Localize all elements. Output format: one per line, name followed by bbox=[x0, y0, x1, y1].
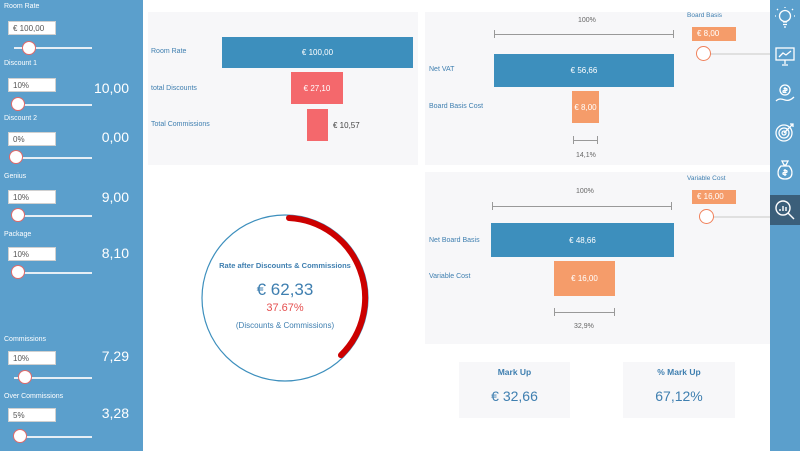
discount-1-value: 10,00 bbox=[93, 80, 129, 96]
total-commissions-value: € 10,57 bbox=[333, 121, 360, 130]
over-commissions-slider-track[interactable] bbox=[14, 436, 92, 438]
discount-1-input[interactable]: 10% bbox=[8, 78, 56, 92]
param-label: Package bbox=[4, 231, 32, 238]
genius-input[interactable]: 10% bbox=[8, 190, 56, 204]
markup-title: Mark Up bbox=[497, 367, 532, 377]
vat-bottom-bracket bbox=[573, 136, 598, 144]
param-genius: Genius 10% 9,00 bbox=[0, 173, 143, 229]
total-discounts-label: total Discounts bbox=[151, 85, 197, 92]
board-basis-control-label: Board Basis bbox=[687, 12, 723, 19]
target-icon[interactable] bbox=[773, 120, 797, 144]
magnify-chart-icon[interactable] bbox=[770, 195, 800, 225]
board-top-percent: 100% bbox=[576, 188, 594, 195]
variable-cost-slider-track[interactable] bbox=[713, 216, 770, 218]
variable-cost-bar: € 16,00 bbox=[554, 261, 615, 296]
room-rate-input[interactable]: € 100,00 bbox=[8, 21, 56, 35]
room-rate-slider-track[interactable] bbox=[14, 47, 92, 49]
param-over-commissions: Over Commissions 5% 3,28 bbox=[0, 393, 143, 449]
param-label: Room Rate bbox=[4, 3, 40, 10]
param-package: Package 10% 8,10 bbox=[0, 231, 143, 287]
board-top-bracket bbox=[492, 202, 672, 210]
discount-1-slider-thumb[interactable] bbox=[11, 97, 25, 111]
board-basis-cost-label: Board Basis Cost bbox=[429, 103, 484, 110]
param-discount-1: Discount 1 10% 10,00 bbox=[0, 60, 143, 116]
gauge-subtitle: (Discounts & Commissions) bbox=[235, 321, 335, 330]
room-rate-label: Room Rate bbox=[151, 48, 187, 55]
vat-bottom-percent: 14,1% bbox=[576, 152, 596, 159]
commissions-slider-thumb[interactable] bbox=[18, 370, 32, 384]
net-board-basis-bar: € 48,66 bbox=[491, 223, 674, 257]
param-label: Over Commissions bbox=[4, 393, 64, 400]
over-commissions-input[interactable]: 5% bbox=[8, 408, 56, 422]
variable-cost-slider-thumb[interactable] bbox=[699, 209, 714, 224]
total-commissions-bar bbox=[307, 109, 328, 141]
discount-2-input[interactable]: 0% bbox=[8, 132, 56, 146]
total-commissions-label: Total Commissions bbox=[151, 121, 210, 128]
markup-card: Mark Up € 32,66 bbox=[459, 362, 570, 418]
net-vat-bar: € 56,66 bbox=[494, 54, 674, 87]
variable-cost-label: Variable Cost bbox=[429, 273, 471, 280]
param-label: Commissions bbox=[4, 336, 47, 343]
net-vat-label: Net VAT bbox=[429, 66, 455, 73]
genius-slider-track[interactable] bbox=[14, 215, 92, 217]
gauge-value: € 62,33 bbox=[256, 280, 314, 299]
room-rate-slider-thumb[interactable] bbox=[22, 41, 36, 55]
package-value: 8,10 bbox=[101, 245, 129, 261]
param-label: Discount 2 bbox=[4, 115, 38, 122]
vat-top-bracket bbox=[494, 30, 674, 38]
variable-cost-input[interactable]: € 16,00 bbox=[692, 190, 736, 204]
navigation-iconbar bbox=[770, 0, 800, 451]
param-commissions: Commissions 10% 7,29 bbox=[0, 336, 143, 392]
param-room-rate: Room Rate € 100,00 bbox=[0, 3, 143, 59]
genius-value: 9,00 bbox=[101, 189, 129, 205]
discount-1-slider-track[interactable] bbox=[14, 104, 92, 106]
param-discount-2: Discount 2 0% 0,00 bbox=[0, 115, 143, 171]
discount-2-slider-thumb[interactable] bbox=[9, 150, 23, 164]
board-basis-slider-track[interactable] bbox=[707, 53, 770, 55]
package-slider-track[interactable] bbox=[14, 272, 92, 274]
board-basis-slider-thumb[interactable] bbox=[696, 46, 711, 61]
vat-top-percent: 100% bbox=[578, 17, 596, 24]
percent-markup-value: 67,12% bbox=[655, 388, 703, 404]
over-commissions-slider-thumb[interactable] bbox=[13, 429, 27, 443]
room-rate-bar: € 100,00 bbox=[222, 37, 413, 68]
genius-slider-thumb[interactable] bbox=[11, 208, 25, 222]
money-hand-icon[interactable] bbox=[773, 82, 797, 106]
gauge-percent: 37.67% bbox=[266, 302, 304, 314]
gauge-ring bbox=[201, 214, 369, 382]
board-bottom-percent: 32,9% bbox=[574, 323, 594, 330]
markup-value: € 32,66 bbox=[491, 388, 538, 404]
commissions-slider-track[interactable] bbox=[14, 377, 92, 379]
commissions-input[interactable]: 10% bbox=[8, 351, 56, 365]
net-board-basis-label: Net Board Basis bbox=[429, 237, 480, 244]
lightbulb-icon[interactable] bbox=[773, 6, 797, 30]
package-input[interactable]: 10% bbox=[8, 247, 56, 261]
param-label: Discount 1 bbox=[4, 60, 38, 67]
gauge-title: Rate after Discounts & Commissions bbox=[219, 261, 351, 270]
discount-2-slider-track[interactable] bbox=[14, 157, 92, 159]
discount-2-value: 0,00 bbox=[101, 129, 129, 145]
money-bag-icon[interactable] bbox=[773, 158, 797, 182]
variable-cost-control-label: Variable Cost bbox=[687, 175, 726, 182]
board-bottom-bracket bbox=[554, 308, 615, 316]
percent-markup-title: % Mark Up bbox=[657, 367, 701, 377]
percent-markup-card: % Mark Up 67,12% bbox=[623, 362, 735, 418]
param-label: Genius bbox=[4, 173, 27, 180]
parameters-sidebar: Room Rate € 100,00 Discount 1 10% 10,00 … bbox=[0, 0, 143, 451]
total-discounts-bar: € 27,10 bbox=[291, 72, 343, 104]
presentation-chart-icon[interactable] bbox=[773, 44, 797, 68]
board-basis-cost-bar: € 8,00 bbox=[572, 91, 599, 123]
commissions-value: 7,29 bbox=[101, 348, 129, 364]
board-basis-input[interactable]: € 8,00 bbox=[692, 27, 736, 41]
gauge-arc bbox=[286, 215, 369, 359]
over-commissions-value: 3,28 bbox=[101, 405, 129, 421]
package-slider-thumb[interactable] bbox=[11, 265, 25, 279]
